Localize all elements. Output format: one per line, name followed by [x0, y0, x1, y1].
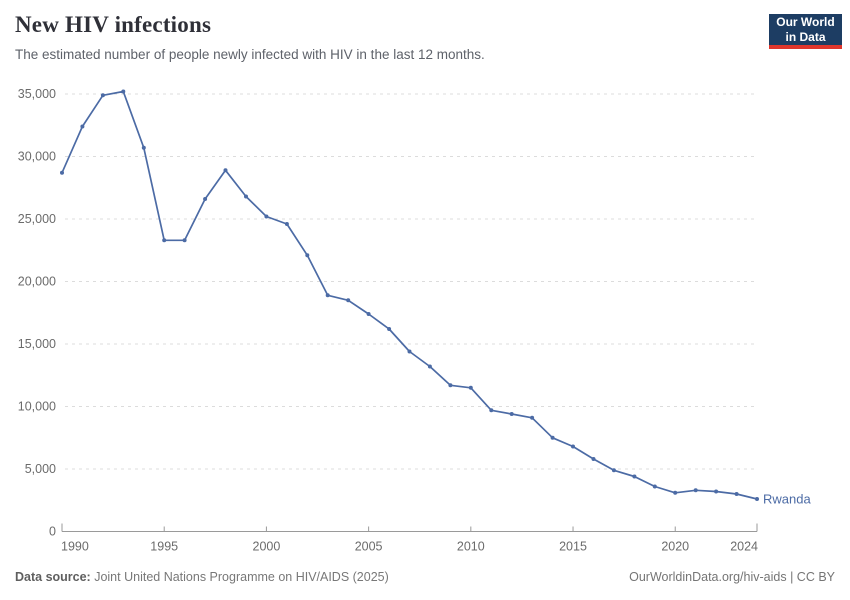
data-point	[571, 444, 575, 449]
data-point	[673, 490, 678, 495]
data-source-text: Joint United Nations Programme on HIV/AI…	[90, 570, 389, 584]
data-point	[60, 170, 64, 175]
y-tick-label: 25,000	[18, 212, 56, 226]
data-point	[468, 385, 473, 390]
data-point	[734, 492, 739, 496]
data-point	[264, 214, 269, 219]
y-tick-label: 35,000	[18, 87, 56, 101]
data-point	[162, 238, 167, 243]
y-tick-label: 5,000	[25, 462, 56, 476]
data-source: Data source: Joint United Nations Progra…	[15, 570, 389, 584]
chart-title: New HIV infections	[15, 12, 212, 37]
data-point	[755, 497, 759, 501]
x-tick-label: 2010	[457, 540, 485, 554]
data-point	[652, 484, 657, 489]
y-tick-label: 15,000	[18, 337, 56, 351]
data-point	[244, 194, 248, 199]
data-point	[346, 298, 351, 303]
data-point	[407, 349, 412, 354]
y-tick-label: 10,000	[18, 400, 56, 414]
y-tick-label: 0	[49, 525, 56, 539]
license-link[interactable]: OurWorldinData.org/hiv-aids | CC BY	[629, 570, 835, 584]
data-point	[182, 238, 187, 243]
data-source-label: Data source:	[15, 570, 91, 584]
y-tick-label: 30,000	[18, 150, 56, 164]
data-point	[284, 222, 289, 226]
owid-logo-line2: in Data	[785, 29, 826, 44]
x-tick-label: 2015	[559, 540, 587, 554]
data-point	[448, 383, 453, 388]
x-tick-label: 2024	[730, 540, 758, 554]
data-point	[223, 168, 228, 173]
data-point	[427, 364, 432, 369]
data-point	[387, 327, 392, 331]
x-tick-label: 2020	[661, 540, 689, 554]
owid-logo[interactable]: Our World in Data	[769, 14, 842, 49]
data-point	[366, 312, 371, 316]
data-point	[693, 488, 698, 493]
entity-label: Rwanda	[763, 492, 811, 507]
data-point	[591, 457, 596, 461]
data-point	[141, 145, 146, 150]
x-tick-label: 2000	[253, 540, 281, 554]
data-point	[80, 124, 85, 129]
data-point	[509, 412, 514, 416]
data-point	[325, 293, 330, 298]
data-point	[305, 253, 310, 258]
data-point	[203, 197, 208, 201]
data-point	[550, 435, 555, 440]
data-point	[121, 89, 126, 94]
x-tick-label: 2005	[355, 540, 383, 554]
x-tick-label: 1990	[61, 540, 89, 554]
data-point	[489, 408, 494, 413]
x-tick-label: 1995	[150, 540, 178, 554]
chart-footer: Data source: Joint United Nations Progra…	[0, 568, 850, 592]
y-tick-label: 20,000	[18, 275, 56, 289]
data-point	[714, 489, 719, 494]
data-point	[530, 415, 535, 420]
chart-header: New HIV infections The estimated number …	[15, 12, 755, 62]
data-point	[100, 93, 105, 98]
chart-subtitle: The estimated number of people newly inf…	[15, 47, 485, 62]
series-line	[61, 90, 758, 500]
owid-logo-line1: Our World	[776, 15, 835, 30]
data-point	[611, 468, 616, 473]
data-point	[632, 474, 637, 479]
